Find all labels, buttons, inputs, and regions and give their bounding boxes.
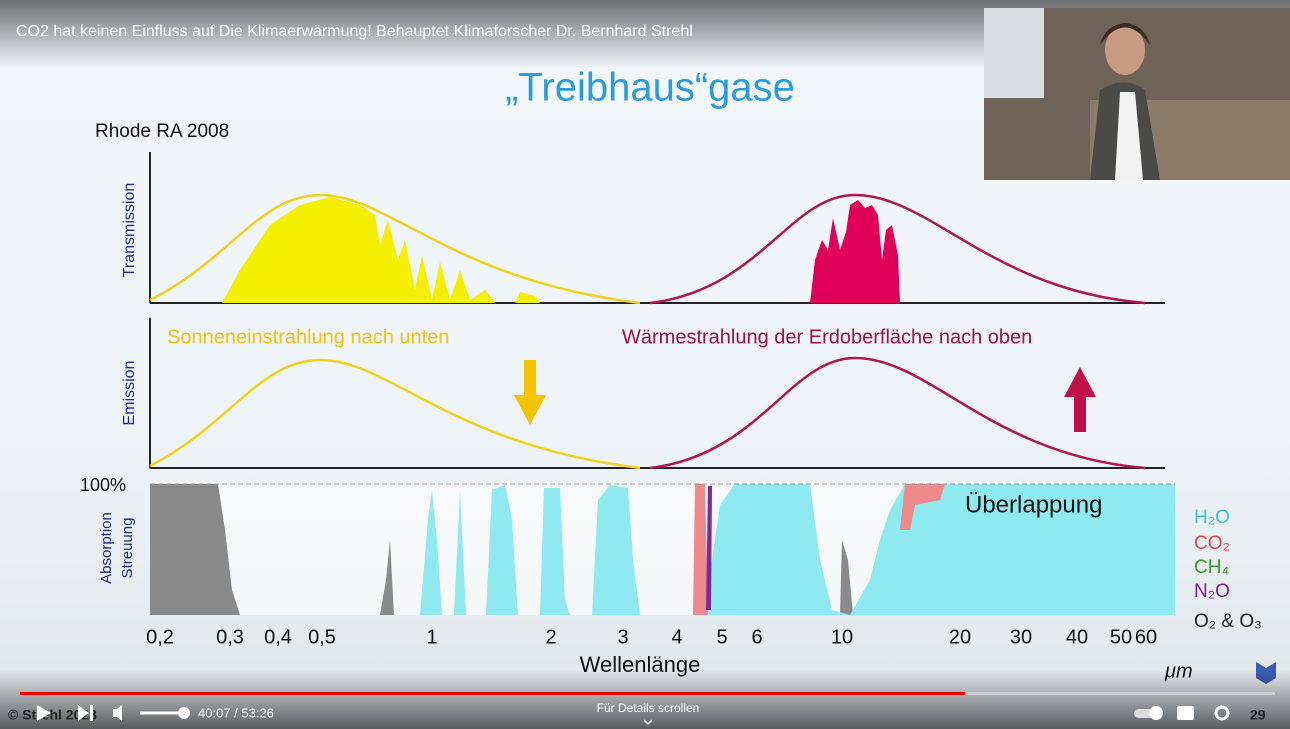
panel-label: Emission	[121, 361, 138, 426]
x-tick-label: 40	[1066, 626, 1088, 648]
legend-entry: CO₂	[1194, 533, 1230, 554]
page-number: 29	[1250, 707, 1266, 723]
subtitles[interactable]	[1177, 706, 1194, 720]
legend-entry: CH₄	[1194, 557, 1229, 578]
thermal-label: Wärmestrahlung der Erdoberfläche nach ob…	[622, 326, 1032, 348]
video-frame: CO2 hat keinen Einfluss auf Die Klimaerw…	[0, 0, 1290, 729]
autoplay-knob[interactable]	[1149, 706, 1163, 720]
legend-entry: H₂O	[1194, 507, 1230, 528]
time: 40:07 / 53:26	[198, 705, 274, 720]
legend-entry: N₂O	[1194, 581, 1230, 602]
x-tick-label: 10	[831, 626, 853, 648]
overlap-label: Überlappung	[965, 491, 1102, 518]
absorption-panel: 100% Überlappung	[80, 475, 1175, 615]
x-tick-label: 4	[671, 626, 682, 648]
video-title[interactable]: CO2 hat keinen Einfluss auf Die Klimaerw…	[16, 23, 693, 40]
x-tick-label: 60	[1135, 626, 1157, 648]
panel-label: Absorption	[98, 512, 115, 584]
x-tick-label: 0,3	[216, 626, 244, 648]
slide-title: „Treibhaus“gase	[505, 66, 795, 110]
panel-label: Transmission	[121, 183, 138, 278]
progress-played[interactable]	[20, 692, 965, 695]
x-tick-label: 30	[1010, 626, 1032, 648]
x-tick-label: 1	[426, 626, 437, 648]
solar-label: Sonneneinstrahlung nach unten	[167, 326, 449, 348]
x-tick-label: 5	[716, 626, 727, 648]
legend-entry: O₂ & O₃	[1194, 611, 1262, 632]
x-tick-label: 0,4	[264, 626, 292, 648]
source: Rhode RA 2008	[95, 121, 229, 142]
volume-knob[interactable]	[178, 707, 190, 719]
percent-label: 100%	[80, 475, 126, 495]
scroll-hint[interactable]: Für Details scrollen	[597, 701, 700, 715]
x-tick-label: 50	[1110, 626, 1132, 648]
screen	[984, 8, 1044, 98]
x-tick-label: 0,2	[146, 626, 174, 648]
x-tick-label: 3	[617, 626, 628, 648]
x-tick-label: 6	[751, 626, 762, 648]
panel-label: Streuung	[119, 518, 136, 579]
x-tick-label: 2	[545, 626, 556, 648]
x-tick-label: 20	[949, 626, 971, 648]
x-tick-label: 0,5	[308, 626, 336, 648]
